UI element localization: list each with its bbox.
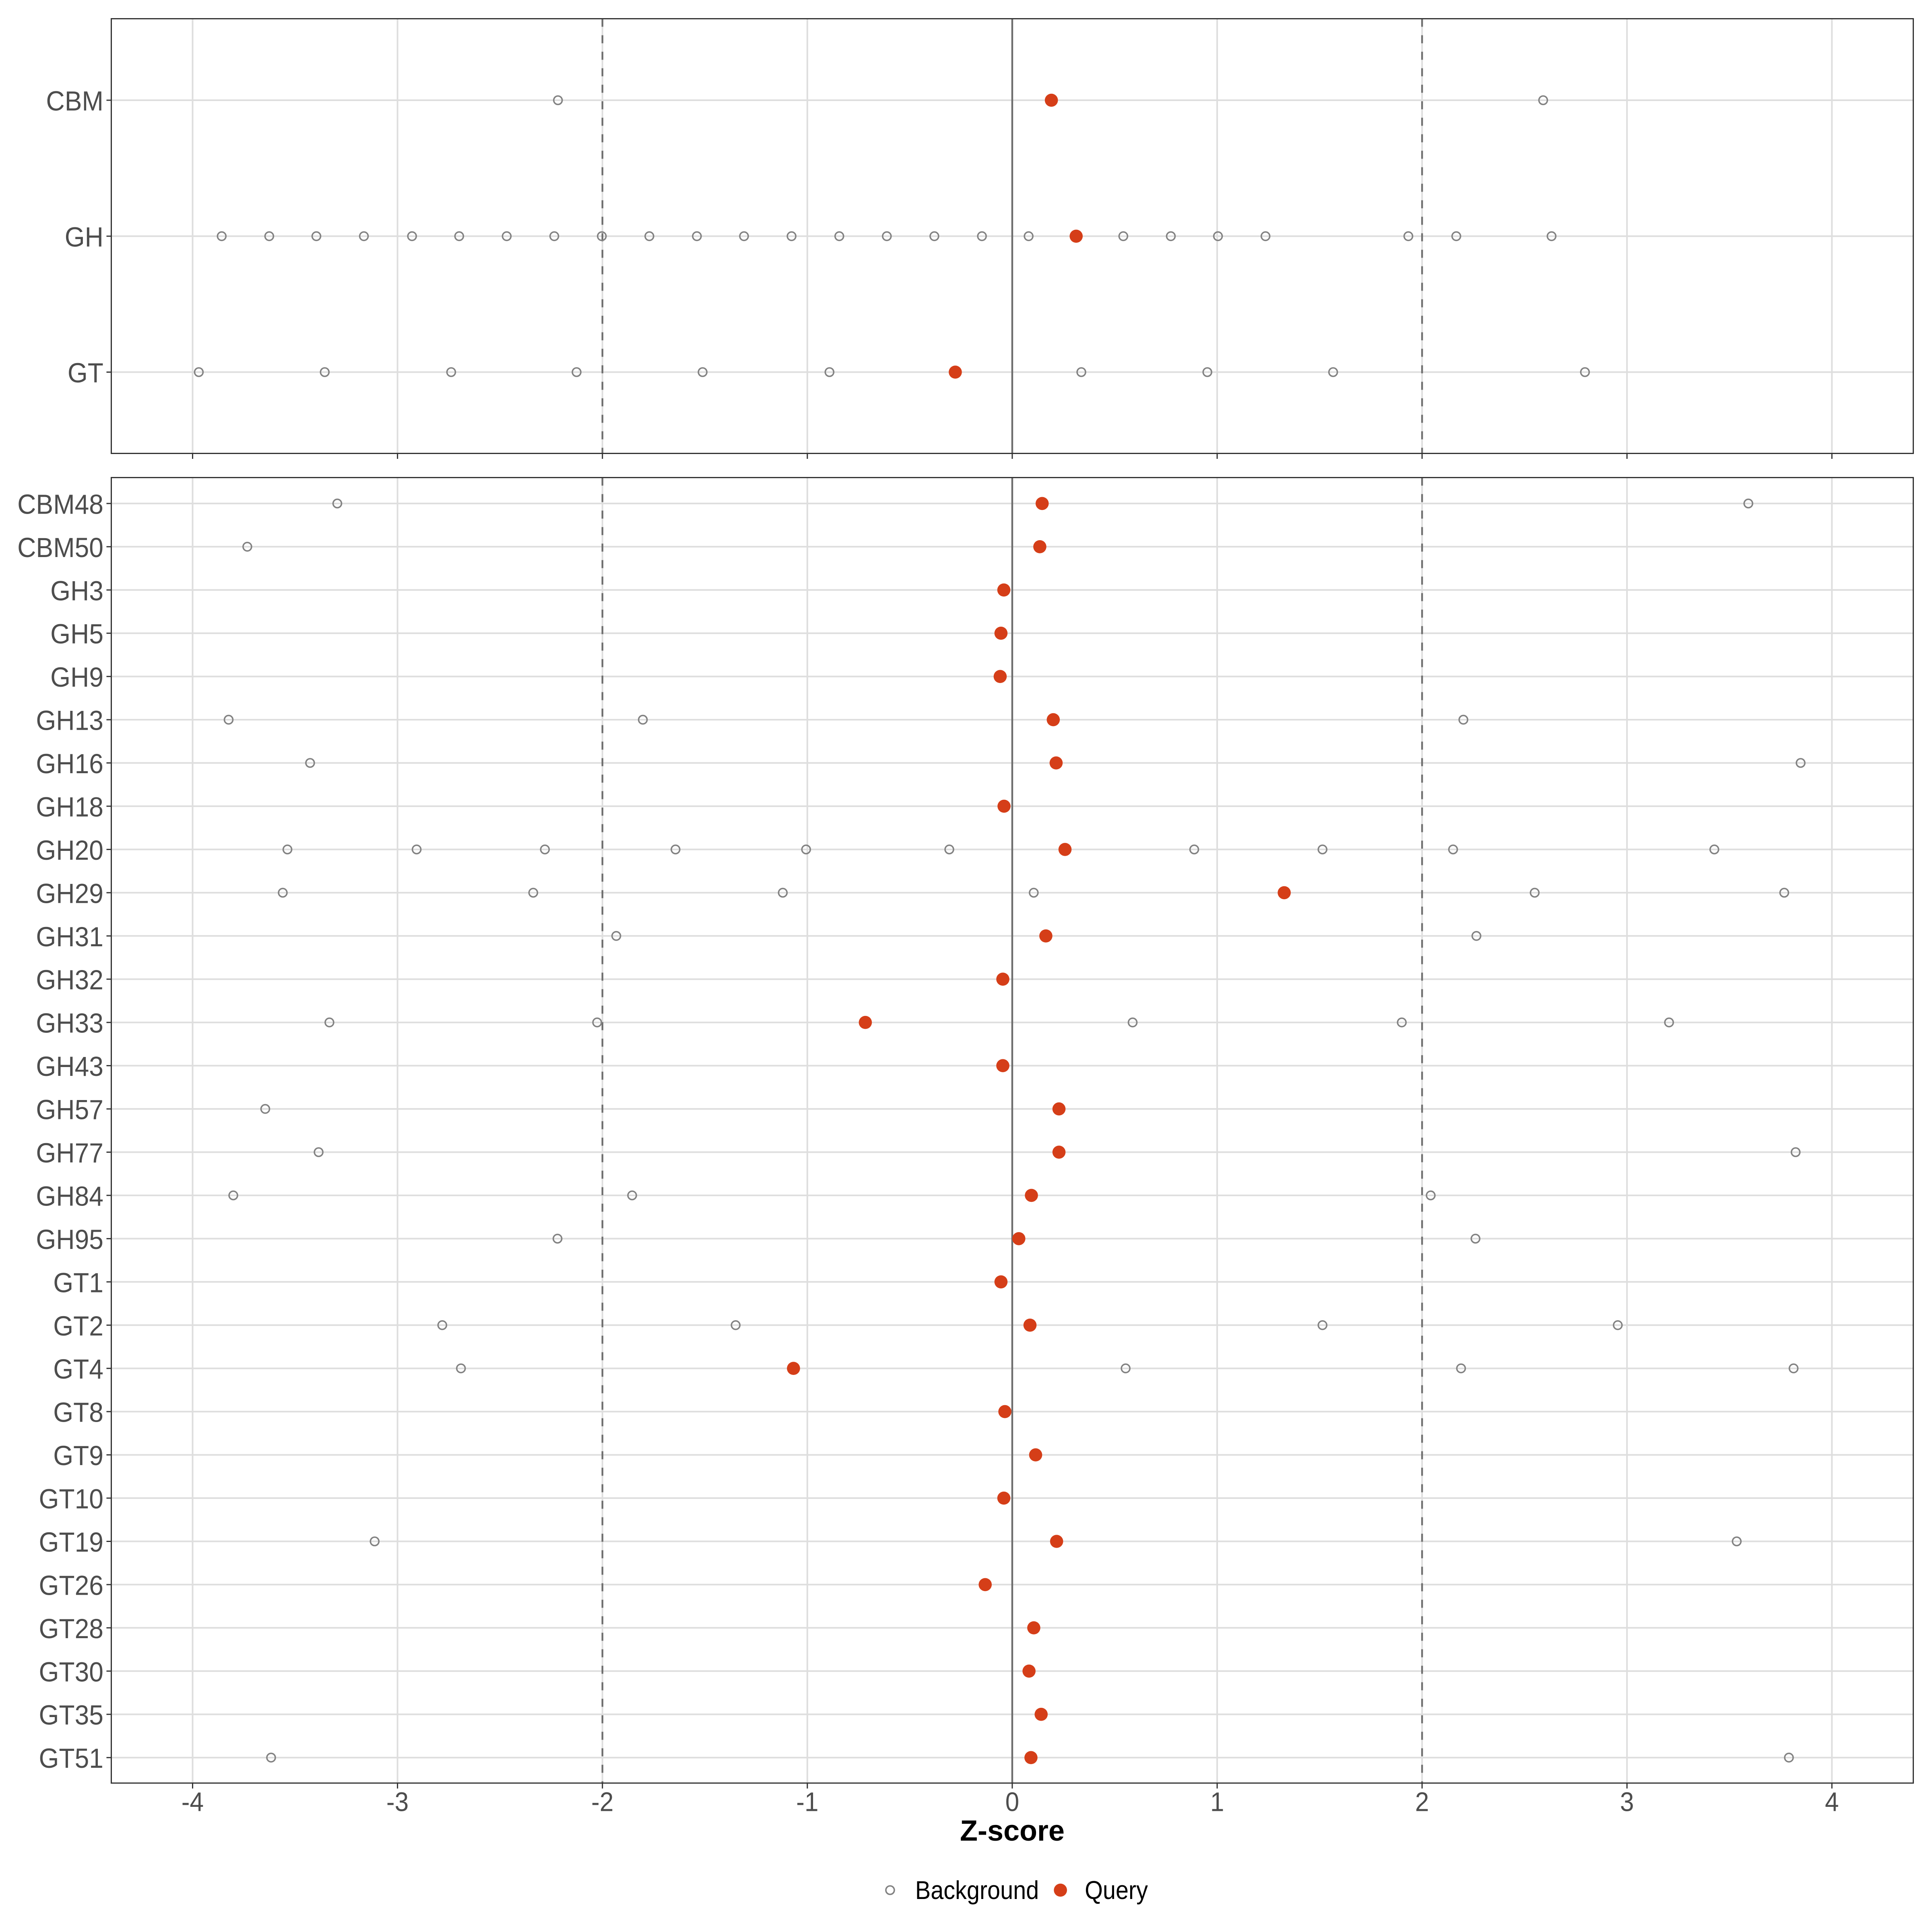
svg-text:GH77: GH77: [36, 1137, 103, 1168]
svg-text:GT9: GT9: [53, 1440, 103, 1471]
svg-text:CBM50: CBM50: [17, 532, 103, 563]
svg-text:GH13: GH13: [36, 705, 103, 736]
svg-text:GH84: GH84: [36, 1181, 103, 1212]
svg-text:GH57: GH57: [36, 1094, 103, 1125]
svg-text:GH95: GH95: [36, 1224, 103, 1255]
svg-text:GT10: GT10: [39, 1484, 104, 1515]
svg-text:GH32: GH32: [36, 964, 103, 995]
svg-text:GT30: GT30: [39, 1656, 104, 1687]
svg-text:GH20: GH20: [36, 835, 103, 866]
svg-text:GT19: GT19: [39, 1527, 104, 1558]
svg-text:GH29: GH29: [36, 878, 103, 909]
svg-text:-2: -2: [591, 1787, 613, 1817]
svg-text:GT51: GT51: [39, 1743, 104, 1774]
svg-text:2: 2: [1415, 1787, 1429, 1817]
svg-text:GH9: GH9: [50, 662, 103, 693]
svg-text:GT: GT: [68, 357, 103, 388]
svg-text:GH33: GH33: [36, 1008, 103, 1039]
svg-text:-3: -3: [386, 1787, 409, 1817]
svg-text:1: 1: [1210, 1787, 1224, 1817]
svg-text:GT4: GT4: [53, 1354, 103, 1385]
svg-text:GT8: GT8: [53, 1397, 103, 1428]
svg-text:GH16: GH16: [36, 748, 103, 779]
svg-text:GH18: GH18: [36, 792, 103, 823]
svg-text:GT2: GT2: [53, 1311, 103, 1342]
svg-text:0: 0: [1005, 1787, 1020, 1817]
svg-text:GH5: GH5: [50, 619, 103, 650]
svg-text:3: 3: [1620, 1787, 1634, 1817]
svg-text:CBM48: CBM48: [17, 489, 103, 520]
svg-text:Z-score: Z-score: [960, 1815, 1065, 1847]
svg-text:-1: -1: [796, 1787, 818, 1817]
svg-text:4: 4: [1825, 1787, 1839, 1817]
svg-text:GH3: GH3: [50, 575, 103, 606]
svg-text:Background: Background: [915, 1876, 1039, 1905]
svg-text:GH31: GH31: [36, 921, 103, 952]
svg-text:Query: Query: [1085, 1876, 1148, 1905]
svg-text:-4: -4: [182, 1787, 204, 1817]
svg-text:GT26: GT26: [39, 1570, 104, 1601]
svg-text:GT1: GT1: [53, 1267, 103, 1298]
svg-text:GH: GH: [65, 221, 103, 252]
svg-text:GT35: GT35: [39, 1700, 104, 1731]
svg-text:GH43: GH43: [36, 1051, 103, 1082]
svg-text:CBM: CBM: [46, 86, 103, 117]
svg-text:GT28: GT28: [39, 1613, 104, 1644]
